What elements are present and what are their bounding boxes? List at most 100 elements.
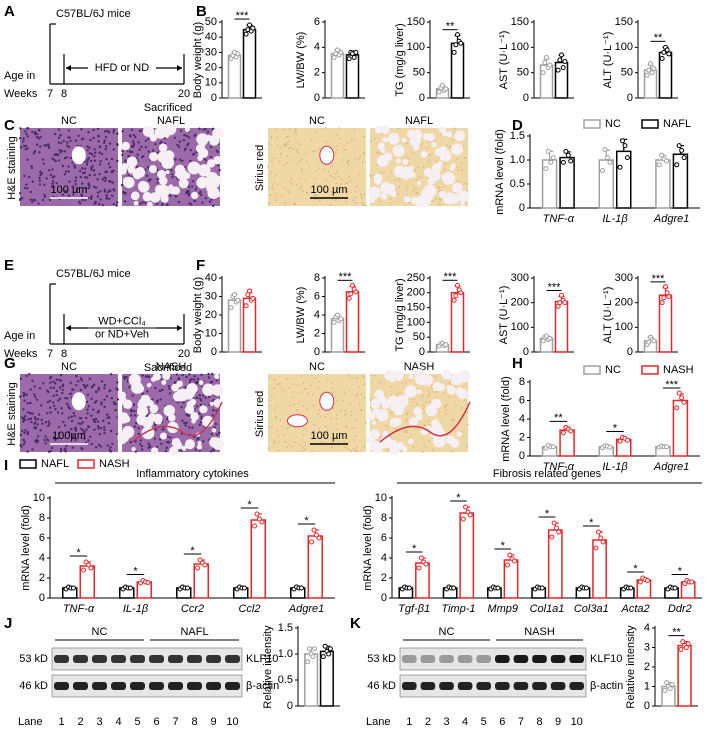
nucleus	[151, 398, 154, 401]
nucleus	[50, 446, 54, 450]
lipid	[202, 415, 214, 428]
lipid	[456, 431, 463, 437]
fiber	[423, 411, 426, 413]
data-point	[649, 70, 655, 76]
nucleus	[204, 158, 207, 162]
scale-label: 100µm	[52, 430, 86, 442]
fiber	[361, 202, 363, 204]
lipid	[126, 156, 138, 168]
group-label: NASH	[524, 626, 555, 638]
lipid	[212, 127, 224, 140]
nucleus	[209, 145, 213, 149]
nucleus	[80, 379, 84, 382]
nucleus	[70, 419, 74, 423]
band	[439, 655, 454, 663]
data-point	[543, 166, 549, 172]
fiber	[306, 407, 309, 410]
nucleus	[103, 383, 107, 387]
nucleus	[109, 429, 113, 433]
fiber	[449, 137, 452, 140]
fiber	[278, 160, 281, 163]
band	[187, 682, 202, 690]
band	[402, 655, 417, 663]
nucleus	[60, 149, 64, 153]
band	[532, 655, 547, 663]
band-protein: KLF10	[590, 653, 622, 665]
data-point	[184, 585, 190, 591]
y-axis-label: AST (U·L⁻¹)	[498, 31, 510, 90]
lipid	[141, 426, 155, 440]
y-axis-label: ALT (U·L⁻¹)	[602, 287, 614, 344]
lane-label: Lane	[366, 716, 390, 728]
nucleus	[100, 401, 103, 404]
lipid	[369, 197, 376, 204]
fiber	[362, 376, 365, 378]
data-point	[250, 295, 256, 301]
fiber	[434, 375, 437, 378]
fiber	[466, 183, 469, 185]
data-point	[351, 54, 357, 60]
nucleus	[86, 411, 89, 415]
fiber	[415, 187, 417, 190]
nucleus	[37, 128, 41, 132]
nucleus	[52, 394, 55, 398]
nucleus	[79, 377, 83, 380]
nucleus	[96, 178, 99, 181]
data-point	[311, 527, 317, 533]
fiber	[414, 169, 417, 172]
data-point	[656, 162, 662, 168]
fiber	[444, 405, 447, 407]
lipid	[195, 144, 206, 154]
nucleus	[127, 174, 130, 177]
lipid	[415, 415, 421, 420]
micrograph	[117, 371, 224, 456]
lane: 10	[226, 716, 238, 728]
fiber	[363, 193, 365, 195]
fiber	[344, 413, 347, 416]
lipid	[149, 404, 159, 414]
fiber	[304, 442, 307, 444]
lipid	[122, 399, 133, 409]
lipid	[401, 446, 408, 452]
y-tick-label: 40	[205, 272, 217, 284]
fiber	[299, 177, 302, 180]
legend-swatch	[641, 365, 659, 375]
fiber	[326, 378, 329, 381]
nucleus	[40, 418, 43, 422]
nucleus	[189, 159, 192, 163]
fiber	[403, 431, 406, 434]
nucleus	[132, 144, 135, 147]
nucleus	[177, 145, 181, 149]
fiber	[395, 428, 397, 430]
fiber	[305, 160, 308, 162]
nucleus	[74, 429, 78, 432]
fiber	[291, 183, 293, 185]
nucleus	[69, 139, 72, 143]
nucleus	[67, 170, 70, 173]
significance: ***	[339, 271, 353, 283]
y-tick-label: 4	[314, 309, 320, 321]
lipid	[450, 438, 460, 448]
nucleus	[62, 420, 65, 424]
data-point	[455, 32, 460, 38]
fiber	[444, 407, 447, 409]
fiber	[314, 177, 316, 180]
y-tick-label: 100	[407, 316, 425, 328]
lipid	[118, 391, 127, 400]
nucleus	[104, 130, 107, 133]
data-point	[549, 534, 555, 540]
data-point	[664, 444, 670, 450]
nucleus	[34, 421, 37, 425]
data-point	[353, 289, 359, 295]
fiber	[365, 421, 367, 424]
nucleus	[207, 395, 211, 399]
data-point	[547, 335, 553, 341]
fiber	[424, 445, 427, 448]
nucleus	[179, 129, 183, 132]
lipid	[123, 176, 135, 189]
fiber	[293, 403, 295, 405]
fiber	[338, 137, 341, 140]
fiber	[388, 448, 390, 451]
fiber	[275, 417, 278, 420]
